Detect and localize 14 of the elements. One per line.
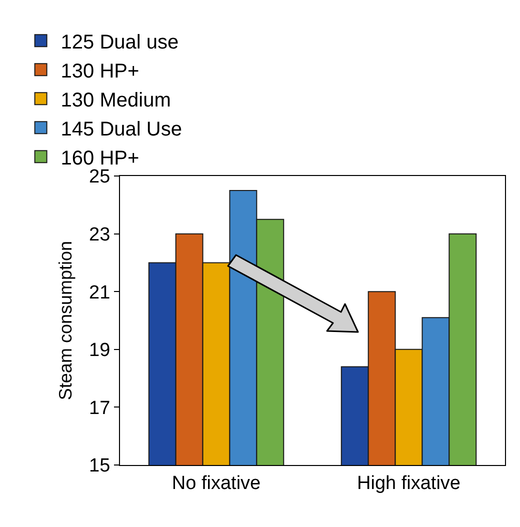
y-axis-title: Steam consumption [55,240,76,400]
legend-label: 130 Medium [60,89,171,112]
x-tick-label: High fixative [357,472,460,494]
legend-label: 160 HP+ [60,147,140,170]
legend-label: 130 HP+ [60,60,140,82]
legend-label: 125 Dual use [60,31,179,54]
legend-label: 145 Dual Use [60,118,182,140]
y-tick-label: 17 [89,398,110,419]
y-tick-label: 21 [89,282,110,304]
y-tick-label: 23 [89,224,110,246]
x-tick-label: No fixative [172,472,261,494]
y-tick-label: 25 [89,166,110,188]
y-tick-label: 15 [89,456,110,477]
y-tick-label: 19 [89,340,110,362]
